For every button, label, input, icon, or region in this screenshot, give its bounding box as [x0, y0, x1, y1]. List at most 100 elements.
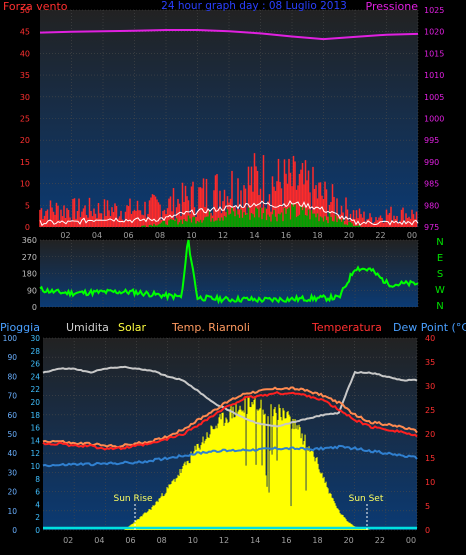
tick-hour: 20 [344, 536, 354, 545]
wind-speed-axis-label: Forza vento [3, 0, 68, 13]
temperature-line [42, 390, 418, 451]
tick-rain: 70 [7, 392, 17, 401]
tick-humidity: 18 [30, 411, 40, 420]
tick-wind-speed: 0 [25, 223, 30, 232]
tick-humidity: 30 [30, 334, 40, 343]
tick-temperature: 5 [425, 502, 430, 511]
tick-compass: E [437, 253, 443, 264]
legend-rain: Pioggia [0, 321, 40, 334]
pressure-axis-label: Pressione [366, 0, 419, 13]
tick-rain: 80 [7, 372, 17, 381]
tick-temperature: 40 [425, 334, 435, 343]
tick-hour: 00 [406, 536, 416, 545]
tick-pressure: 985 [424, 180, 439, 189]
tick-humidity: 20 [30, 398, 40, 407]
tick-humidity: 26 [30, 360, 40, 369]
tick-humidity: 2 [35, 513, 40, 522]
legend-solar: Solar [118, 321, 147, 334]
tick-pressure: 1010 [424, 71, 444, 80]
tick-temperature: 25 [425, 406, 435, 415]
tick-pressure: 1005 [424, 93, 444, 102]
tick-humidity: 14 [30, 436, 40, 445]
tick-pressure: 990 [424, 158, 439, 167]
tick-compass: S [437, 269, 443, 280]
tick-temperature: 15 [425, 454, 435, 463]
tick-humidity: 22 [30, 385, 40, 394]
legend-dewpoint: Dew Point (°C) [393, 321, 466, 334]
legend-humidity: Umidita [66, 321, 109, 334]
tick-direction-degrees: 90 [27, 286, 37, 295]
tick-temperature: 0 [425, 526, 430, 535]
tick-hour: 00 [407, 231, 417, 240]
legend-apparent-temp: Temp. Riarnoli [171, 321, 250, 334]
tick-hour: 08 [155, 231, 165, 240]
tick-humidity: 4 [35, 500, 40, 509]
tick-hour: 12 [218, 231, 228, 240]
humidity-line [42, 365, 418, 428]
tick-hour: 18 [312, 231, 322, 240]
tick-direction-degrees: 270 [22, 253, 37, 262]
tick-hour: 20 [344, 231, 354, 240]
tick-wind-speed: 50 [20, 6, 30, 15]
tick-hour: 10 [188, 536, 198, 545]
tick-wind-speed: 40 [20, 49, 30, 58]
tick-rain: 100 [3, 334, 18, 343]
tick-compass: N [436, 237, 443, 248]
tick-hour: 22 [375, 231, 385, 240]
tick-pressure: 975 [424, 223, 439, 232]
tick-hour: 14 [249, 231, 259, 240]
tick-hour: 04 [94, 536, 104, 545]
tick-wind-speed: 35 [20, 71, 30, 80]
legend-temperature: Temperatura [311, 321, 382, 334]
tick-pressure: 1015 [424, 49, 444, 58]
tick-hour: 18 [312, 536, 322, 545]
tick-wind-speed: 25 [20, 115, 30, 124]
tick-hour: 02 [60, 231, 70, 240]
tick-direction-degrees: 360 [22, 236, 37, 245]
tick-compass: N [436, 301, 443, 312]
tick-pressure: 1025 [424, 6, 444, 15]
dewpoint-line [42, 444, 418, 468]
tick-hour: 16 [281, 536, 291, 545]
tick-hour: 14 [250, 536, 260, 545]
tick-temperature: 35 [425, 358, 435, 367]
tick-humidity: 24 [30, 372, 40, 381]
tick-wind-speed: 15 [20, 158, 30, 167]
sunset-label: Sun Set [349, 494, 384, 504]
tick-rain: 30 [7, 468, 17, 477]
tick-wind-speed: 20 [20, 136, 30, 145]
tick-rain: 0 [12, 526, 17, 535]
sunrise-label: Sun Rise [114, 494, 153, 504]
apparent-temp-line [42, 386, 418, 449]
tick-rain: 50 [7, 430, 17, 439]
tick-temperature: 30 [425, 382, 435, 391]
chart-title: 24 hour graph day : 08 Luglio 2013 [161, 0, 347, 12]
tick-hour: 16 [281, 231, 291, 240]
wind-direction-line [39, 239, 419, 305]
tick-hour: 04 [92, 231, 102, 240]
tick-hour: 10 [186, 231, 196, 240]
tick-direction-degrees: 180 [22, 270, 37, 279]
tick-rain: 90 [7, 353, 17, 362]
wind-gust-line [39, 200, 419, 227]
tick-humidity: 28 [30, 347, 40, 356]
tick-pressure: 1000 [424, 115, 444, 124]
tick-temperature: 10 [425, 478, 435, 487]
tick-humidity: 16 [30, 424, 40, 433]
tick-rain: 20 [7, 488, 17, 497]
tick-compass: W [435, 285, 445, 296]
tick-hour: 06 [125, 536, 135, 545]
tick-humidity: 12 [30, 449, 40, 458]
pressure-line [39, 29, 419, 41]
tick-wind-speed: 10 [20, 180, 30, 189]
tick-hour: 22 [375, 536, 385, 545]
tick-wind-speed: 45 [20, 28, 30, 37]
tick-pressure: 1020 [424, 28, 444, 37]
tick-hour: 08 [157, 536, 167, 545]
tick-wind-speed: 30 [20, 93, 30, 102]
tick-humidity: 8 [35, 475, 40, 484]
tick-humidity: 10 [30, 462, 40, 471]
tick-humidity: 0 [35, 526, 40, 535]
